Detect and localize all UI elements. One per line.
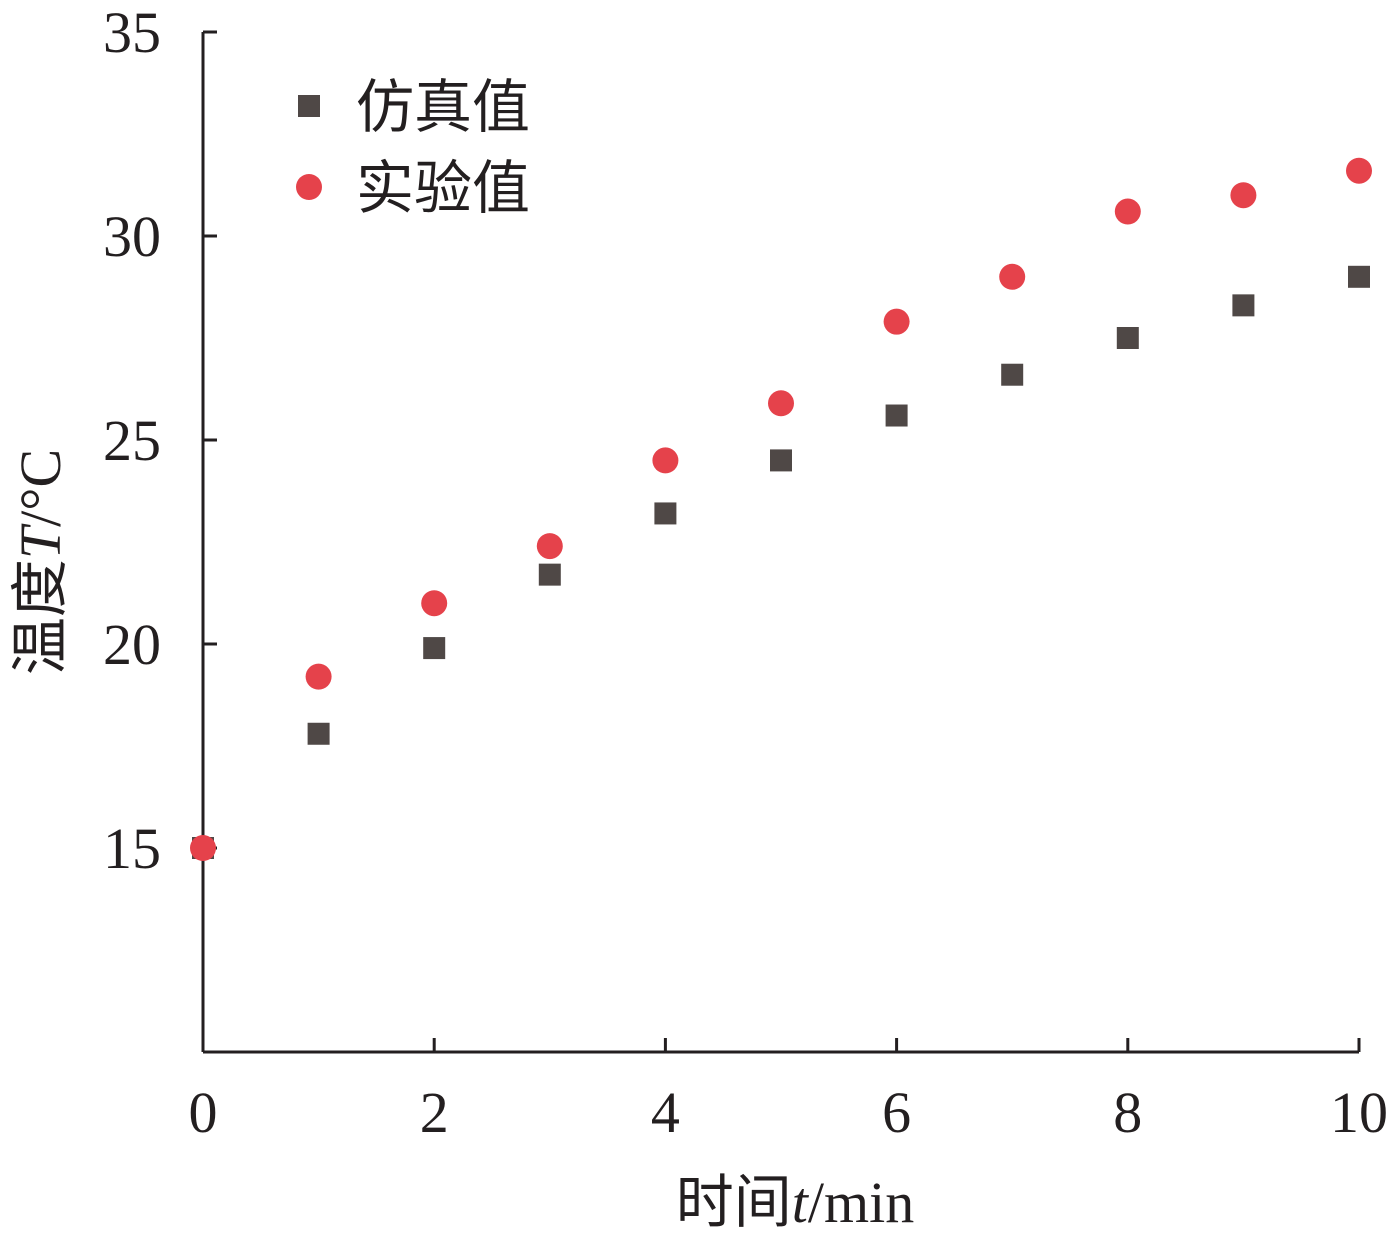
x-axis-title-var: t [792,1170,810,1235]
y-tick-label: 35 [103,0,161,65]
point-series-0 [1232,294,1255,317]
point-series-1 [536,533,563,560]
y-tick-label: 20 [103,612,161,677]
point-series-0 [538,563,561,586]
y-axis-title-unit: /°C [8,449,73,527]
point-series-1 [1346,157,1372,184]
axes [201,32,1359,1054]
y-tick-label: 15 [103,816,161,881]
point-series-1 [1230,182,1257,209]
legend-label: 实验值 [356,154,530,222]
y-axis-ticks: 15 20 25 30 35 [103,0,217,881]
legend-marker-square [298,95,320,117]
x-axis-title: 时间t/min [676,1168,914,1236]
point-series-1 [652,447,679,474]
y-axis-title: 温度T/°C [6,449,74,675]
point-series-0 [885,404,908,427]
y-axis-title-prefix: 温度 [6,559,74,675]
point-series-1 [1114,198,1141,225]
point-series-1 [305,663,332,690]
point-series-0 [770,449,792,472]
point-series-0 [1348,265,1370,288]
point-series-1 [768,390,794,417]
legend-marker-circle [296,174,322,200]
point-series-0 [1001,363,1024,386]
y-axis-title-var: T [8,523,73,559]
x-tick-label: 6 [882,1080,911,1145]
point-series-0 [1116,327,1139,349]
x-tick-label: 4 [651,1080,680,1145]
legend-label: 仿真值 [356,73,530,141]
x-axis-title-prefix: 时间 [676,1168,792,1236]
point-series-0 [423,637,446,660]
point-series-0 [654,502,677,525]
x-tick-label: 0 [189,1080,218,1145]
y-tick-label: 25 [103,408,161,473]
x-axis-ticks: 0 2 4 6 8 10 [189,1038,1388,1145]
point-series-1 [883,308,910,335]
point-series-0 [307,722,330,745]
data-points [190,157,1372,861]
point-series-1 [421,590,448,617]
x-tick-label: 8 [1113,1080,1142,1145]
point-series-1 [999,263,1026,290]
x-tick-label: 10 [1330,1080,1388,1145]
x-axis-title-unit: /min [808,1170,914,1235]
y-tick-label: 30 [103,204,161,269]
point-series-1 [190,835,216,861]
x-tick-label: 2 [420,1080,449,1145]
